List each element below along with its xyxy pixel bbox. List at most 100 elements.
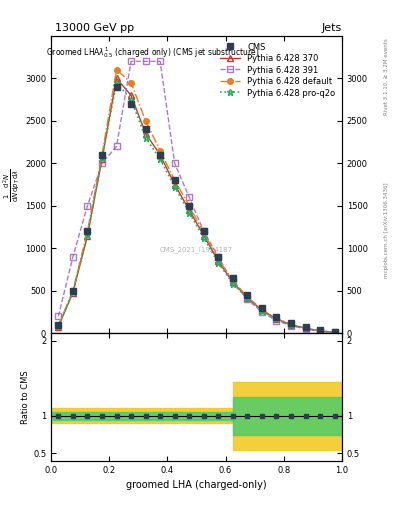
CMS (114, 84, 119, 90)
CMS (143, 126, 148, 133)
Text: Rivet 3.1.10, ≥ 3.2M events: Rivet 3.1.10, ≥ 3.2M events (384, 38, 389, 115)
Pythia 6.428 370 (245, 294, 250, 301)
Pythia 6.428 pro-q2o (71, 289, 75, 295)
Text: 13000 GeV pp: 13000 GeV pp (55, 23, 134, 33)
Pythia 6.428 pro-q2o (187, 209, 192, 216)
CMS (303, 324, 308, 330)
Pythia 6.428 370 (332, 329, 337, 335)
Pythia 6.428 default (303, 325, 308, 331)
CMS (332, 329, 337, 335)
Pythia 6.428 default (202, 230, 206, 236)
Pythia 6.428 370 (158, 152, 163, 158)
Pythia 6.428 default (173, 177, 177, 183)
X-axis label: groomed LHA (charged-only): groomed LHA (charged-only) (126, 480, 267, 490)
Text: Jets: Jets (321, 23, 342, 33)
Pythia 6.428 391 (260, 309, 264, 315)
CMS (289, 320, 294, 326)
Pythia 6.428 370 (274, 316, 279, 322)
Pythia 6.428 370 (173, 181, 177, 187)
Y-axis label: $\frac{1}{\mathrm{d}N}\frac{\mathrm{d}^2N}{\mathrm{d}p_T\,\mathrm{d}\lambda}$: $\frac{1}{\mathrm{d}N}\frac{\mathrm{d}^2… (2, 167, 22, 202)
Pythia 6.428 pro-q2o (303, 325, 308, 331)
Text: Groomed LHA$\lambda^{1}_{0.5}$ (charged only) (CMS jet substructure): Groomed LHA$\lambda^{1}_{0.5}$ (charged … (46, 45, 260, 60)
CMS (56, 322, 61, 328)
Pythia 6.428 370 (129, 92, 134, 98)
Pythia 6.428 pro-q2o (100, 155, 105, 161)
Pythia 6.428 370 (231, 279, 235, 285)
Pythia 6.428 370 (216, 258, 221, 264)
Pythia 6.428 391 (129, 58, 134, 65)
Pythia 6.428 pro-q2o (260, 308, 264, 314)
Pythia 6.428 default (332, 329, 337, 335)
Pythia 6.428 default (187, 203, 192, 209)
Pythia 6.428 391 (303, 326, 308, 332)
Pythia 6.428 pro-q2o (114, 79, 119, 86)
Pythia 6.428 pro-q2o (245, 295, 250, 302)
Pythia 6.428 370 (100, 156, 105, 162)
Text: mcplots.cern.ch [arXiv:1306.3436]: mcplots.cern.ch [arXiv:1306.3436] (384, 183, 389, 278)
Legend: CMS, Pythia 6.428 370, Pythia 6.428 391, Pythia 6.428 default, Pythia 6.428 pro-: CMS, Pythia 6.428 370, Pythia 6.428 391,… (217, 40, 338, 100)
Pythia 6.428 370 (143, 131, 148, 137)
Pythia 6.428 default (245, 294, 250, 300)
Pythia 6.428 default (143, 118, 148, 124)
Pythia 6.428 370 (202, 232, 206, 239)
Pythia 6.428 pro-q2o (143, 135, 148, 141)
Pythia 6.428 default (100, 152, 105, 158)
CMS (158, 152, 163, 158)
CMS (216, 254, 221, 260)
CMS (187, 203, 192, 209)
Pythia 6.428 default (158, 147, 163, 154)
Pythia 6.428 pro-q2o (85, 231, 90, 238)
Text: CMS_2021_I1924187: CMS_2021_I1924187 (160, 247, 233, 253)
Line: CMS: CMS (55, 84, 338, 335)
Pythia 6.428 370 (303, 325, 308, 331)
CMS (245, 292, 250, 298)
Pythia 6.428 default (56, 323, 61, 329)
Pythia 6.428 370 (56, 324, 61, 330)
Pythia 6.428 370 (85, 232, 90, 239)
Pythia 6.428 default (85, 228, 90, 234)
CMS (260, 305, 264, 311)
Pythia 6.428 391 (56, 313, 61, 319)
Pythia 6.428 default (114, 67, 119, 73)
CMS (318, 327, 323, 333)
Y-axis label: Ratio to CMS: Ratio to CMS (21, 370, 30, 424)
Pythia 6.428 370 (289, 322, 294, 328)
Pythia 6.428 391 (187, 194, 192, 200)
Pythia 6.428 default (129, 79, 134, 86)
Pythia 6.428 pro-q2o (129, 96, 134, 102)
Pythia 6.428 391 (332, 329, 337, 335)
Line: Pythia 6.428 370: Pythia 6.428 370 (55, 76, 338, 335)
CMS (173, 177, 177, 183)
Pythia 6.428 391 (231, 279, 235, 285)
Pythia 6.428 pro-q2o (202, 235, 206, 241)
Pythia 6.428 pro-q2o (332, 329, 337, 335)
CMS (231, 275, 235, 281)
Pythia 6.428 391 (100, 160, 105, 166)
Pythia 6.428 370 (318, 328, 323, 334)
Pythia 6.428 391 (71, 254, 75, 260)
Pythia 6.428 default (289, 322, 294, 328)
Pythia 6.428 default (231, 278, 235, 284)
Pythia 6.428 pro-q2o (56, 323, 61, 329)
Pythia 6.428 391 (85, 203, 90, 209)
Pythia 6.428 391 (114, 143, 119, 150)
Pythia 6.428 default (71, 288, 75, 294)
Pythia 6.428 391 (318, 328, 323, 334)
CMS (274, 314, 279, 320)
Pythia 6.428 370 (187, 207, 192, 213)
CMS (85, 228, 90, 234)
Pythia 6.428 391 (289, 323, 294, 329)
Pythia 6.428 pro-q2o (158, 156, 163, 162)
Pythia 6.428 pro-q2o (216, 260, 221, 266)
CMS (202, 228, 206, 234)
Pythia 6.428 391 (173, 160, 177, 166)
Pythia 6.428 pro-q2o (318, 328, 323, 334)
Pythia 6.428 pro-q2o (231, 281, 235, 287)
Pythia 6.428 default (318, 328, 323, 334)
Pythia 6.428 391 (143, 58, 148, 65)
Line: Pythia 6.428 pro-q2o: Pythia 6.428 pro-q2o (55, 79, 338, 336)
Pythia 6.428 pro-q2o (274, 316, 279, 323)
Pythia 6.428 pro-q2o (289, 322, 294, 328)
Pythia 6.428 pro-q2o (173, 184, 177, 190)
Pythia 6.428 391 (245, 296, 250, 303)
